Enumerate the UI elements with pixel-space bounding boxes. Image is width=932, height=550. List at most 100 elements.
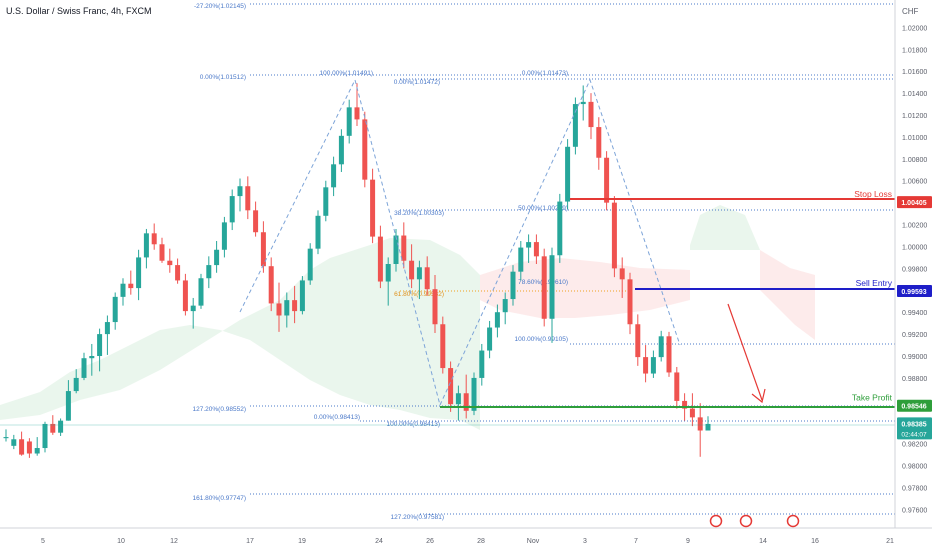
candle-body <box>541 256 547 319</box>
candle-body <box>89 356 95 359</box>
price-tick-label: 1.01600 <box>902 69 927 76</box>
event-markers <box>709 514 800 528</box>
candle-body <box>658 336 664 358</box>
fib-label: 0.00%(1.01472) <box>394 79 440 86</box>
candle-body <box>533 242 539 257</box>
candle-body <box>393 235 399 264</box>
candle-body <box>487 327 493 351</box>
candle-body <box>635 324 641 358</box>
fib-label: 100.00%(0.98413) <box>387 421 441 428</box>
candle-body <box>619 268 625 280</box>
time-tick-label: 9 <box>686 538 690 545</box>
candle-body <box>323 187 329 216</box>
fib-label: 127.20%(0.97581) <box>391 514 445 521</box>
candle-body <box>315 215 321 249</box>
candle-body <box>175 265 181 281</box>
candle-body <box>689 408 695 418</box>
price-tick-label: 0.99200 <box>902 332 927 339</box>
trade-levels <box>0 198 895 426</box>
candle-body <box>190 305 196 312</box>
price-tick-label: 1.02000 <box>902 25 927 32</box>
time-tick-label: 10 <box>117 538 125 545</box>
candle-body <box>11 439 17 446</box>
price-tag-box <box>897 285 932 298</box>
candle-body <box>237 186 243 197</box>
ichimoku-cloud <box>0 205 815 430</box>
candle-body <box>354 107 360 120</box>
time-tick-label: Nov <box>527 538 540 545</box>
price-tick-label: 1.00000 <box>902 244 927 251</box>
trade-level-label: Sell Entry <box>856 278 893 288</box>
candle-body <box>292 300 298 312</box>
candle-body <box>276 303 282 316</box>
time-tick-label: 3 <box>583 538 587 545</box>
trade-level-label: Stop Loss <box>854 189 892 199</box>
candle-body <box>245 186 251 211</box>
time-axis[interactable]: 5 10 12 17 19 24 26 28 Nov 3 7 9 14 16 21 <box>41 538 894 545</box>
candle-body <box>580 101 586 105</box>
candle-body <box>338 135 344 165</box>
candle-body <box>666 336 672 373</box>
candle-body <box>682 400 688 409</box>
candle-body <box>50 423 56 433</box>
price-tick-label: 0.99400 <box>902 310 927 317</box>
candle-body <box>409 260 415 280</box>
candle-body <box>221 222 227 250</box>
candle-body <box>432 289 438 325</box>
price-axis[interactable]: 1.02000 1.01800 1.01600 1.01400 1.01200 1.010… <box>902 25 927 514</box>
fib-label: -27.20%(1.02145) <box>194 3 246 10</box>
candle-body <box>502 299 508 313</box>
time-tick-label: 28 <box>477 538 485 545</box>
candle-body <box>284 300 290 316</box>
candle-body <box>120 283 126 297</box>
candle-body <box>206 265 212 279</box>
projection-arrow-head <box>751 388 766 404</box>
price-tick-label: 0.99800 <box>902 266 927 273</box>
candle-body <box>299 280 305 312</box>
fib-label: 127.20%(0.98552) <box>193 406 247 413</box>
candle-body <box>65 391 71 421</box>
candle-body <box>229 196 235 223</box>
price-tick-label: 0.98200 <box>902 442 927 449</box>
time-tick-label: 26 <box>426 538 434 545</box>
candle-body <box>34 448 40 454</box>
candle-body <box>471 377 477 411</box>
candle-body <box>596 127 602 158</box>
candlestick-series <box>3 83 711 458</box>
candle-body <box>143 233 149 258</box>
candle-body <box>565 146 571 202</box>
price-tick-label: 1.00800 <box>902 157 927 164</box>
fib-label: 100.00%(1.01491) <box>320 70 374 77</box>
zigzag-pattern <box>239 78 681 406</box>
candle-body <box>424 267 430 290</box>
price-tag-box <box>897 417 932 440</box>
candle-body <box>26 441 32 454</box>
candle-body <box>518 247 524 272</box>
price-tags: 1.00405 Stop Loss 0.99593 Sell Entry 0.98546… <box>852 189 932 440</box>
price-tick-label: 1.01800 <box>902 47 927 54</box>
currency-label: CHF <box>902 7 919 16</box>
time-tick-label: 17 <box>246 538 254 545</box>
price-tick-label: 1.00600 <box>902 179 927 186</box>
candle-body <box>557 201 563 256</box>
price-tick-label: 0.99000 <box>902 354 927 361</box>
candle-body <box>19 439 25 455</box>
candle-body <box>104 322 110 335</box>
candle-body <box>627 279 633 325</box>
fib-label: 50.00%(1.00289) <box>518 205 568 212</box>
candle-body <box>151 233 157 245</box>
candle-body <box>697 417 703 431</box>
time-tick-label: 24 <box>375 538 383 545</box>
candle-body <box>253 210 259 233</box>
candle-body <box>526 242 532 248</box>
candle-body <box>604 157 610 203</box>
candle-body <box>705 423 711 431</box>
countdown-timer: 02:44:07 <box>901 431 927 438</box>
fib-label: 161.80%(0.97747) <box>193 495 247 502</box>
price-tick-label: 0.98000 <box>902 464 927 471</box>
chart-title: U.S. Dollar / Swiss Franc, 4h, FXCM <box>6 6 152 16</box>
trade-level-label: Take Profit <box>852 393 893 403</box>
fib-label: 0.00%(1.01512) <box>200 74 246 81</box>
price-tag-value: 1.00405 <box>901 200 926 207</box>
